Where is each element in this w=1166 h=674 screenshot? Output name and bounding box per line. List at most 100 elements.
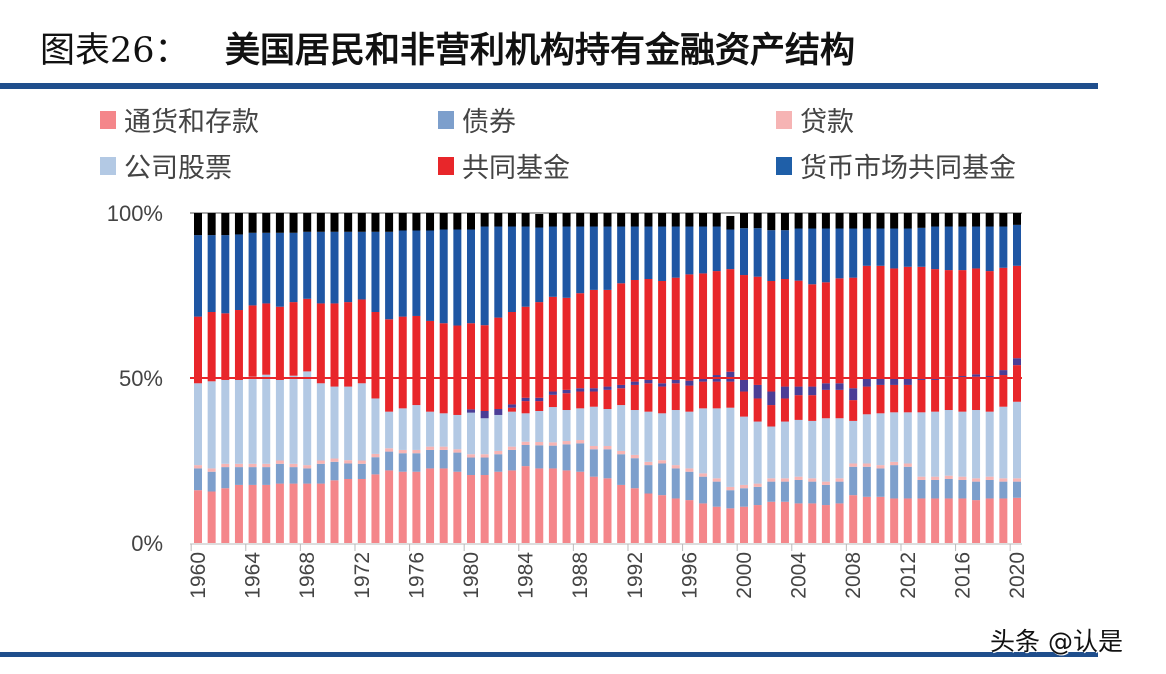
bar-segment-1971-s1 xyxy=(344,463,353,479)
bar-segment-2010-s4 xyxy=(876,384,885,414)
bar-segment-2014-s6 xyxy=(931,269,940,378)
bar-segment-1997-s7 xyxy=(699,226,708,274)
bar-segment-2019-s3 xyxy=(999,406,1008,479)
bar-segment-2001-s0 xyxy=(753,505,762,543)
bar-segment-2012-s8 xyxy=(903,213,912,229)
bar-segment-2012-s4 xyxy=(903,384,912,413)
bar-segment-1997-s8 xyxy=(699,213,708,227)
bar-segment-2012-s3 xyxy=(903,412,912,464)
bar-segment-2009-s5 xyxy=(862,377,871,387)
bar-segment-1983-s8 xyxy=(507,213,516,227)
bar-segment-2001-s4 xyxy=(753,398,762,422)
bar-segment-1988-s8 xyxy=(576,213,585,227)
bar-segment-2017-s8 xyxy=(972,213,981,227)
bar-segment-1976-s1 xyxy=(412,453,421,472)
bar-segment-1978-s0 xyxy=(439,468,448,543)
bar-segment-2015-s4 xyxy=(944,378,953,411)
bar-segment-2007-s5 xyxy=(835,383,844,390)
bar-segment-2006-s5 xyxy=(821,383,830,390)
bar-segment-1965-s0 xyxy=(262,484,271,543)
bar-segment-1976-s8 xyxy=(412,213,421,231)
bar-segment-2008-s2 xyxy=(849,463,858,467)
bar-segment-1967-s6 xyxy=(289,302,298,376)
bar-segment-1997-s1 xyxy=(699,476,708,504)
bar-segment-2009-s1 xyxy=(862,466,871,497)
bar-segment-1983-s6 xyxy=(507,312,516,405)
bar-segment-1993-s5 xyxy=(644,379,653,384)
bar-segment-1985-s8 xyxy=(535,213,544,228)
bar-segment-1994-s8 xyxy=(658,213,667,227)
bar-segment-2007-s1 xyxy=(835,481,844,504)
bar-segment-2015-s6 xyxy=(944,270,953,377)
bar-segment-2003-s2 xyxy=(780,478,789,482)
bar-segment-1967-s8 xyxy=(289,213,298,233)
bar-segment-2012-s5 xyxy=(903,378,912,385)
bar-segment-1976-s0 xyxy=(412,471,421,543)
bar-segment-2013-s7 xyxy=(917,227,926,267)
bar-segment-2020-s0 xyxy=(1013,497,1021,543)
bar-segment-1997-s4 xyxy=(699,381,708,409)
bar-segment-1990-s3 xyxy=(603,409,612,446)
bar-segment-2015-s7 xyxy=(944,226,953,271)
bar-segment-1991-s8 xyxy=(617,213,626,227)
bar-segment-1988-s1 xyxy=(576,443,585,472)
bar-segment-2002-s5 xyxy=(767,391,776,406)
x-tick-label: 1984 xyxy=(515,552,538,599)
bar-segment-1981-s0 xyxy=(480,475,489,543)
bar-segment-2002-s3 xyxy=(767,426,776,479)
bar-segment-2001-s2 xyxy=(753,483,762,487)
title-text: 美国居民和非营利机构持有金融资产结构 xyxy=(225,31,856,71)
watermark: 头条 @认是 xyxy=(990,627,1123,656)
bar-segment-1985-s0 xyxy=(535,468,544,543)
bar-segment-1966-s2 xyxy=(275,460,284,464)
x-tick-label: 2008 xyxy=(842,552,865,599)
bar-segment-1981-s1 xyxy=(480,457,489,476)
bar-segment-2007-s7 xyxy=(835,228,844,279)
bar-segment-1983-s3 xyxy=(507,411,516,447)
bar-segment-2006-s7 xyxy=(821,228,830,283)
bar-segment-1998-s6 xyxy=(712,271,721,376)
bar-segment-1998-s0 xyxy=(712,506,721,543)
x-tick-label: 1988 xyxy=(569,552,592,599)
legend-swatch xyxy=(776,156,792,175)
bar-segment-1963-s3 xyxy=(234,379,243,464)
bar-segment-1970-s3 xyxy=(330,386,339,459)
bar-segment-1993-s6 xyxy=(644,279,653,380)
bar-segment-1970-s1 xyxy=(330,461,339,481)
bar-segment-1964-s8 xyxy=(248,213,257,233)
bar-segment-1973-s8 xyxy=(371,213,380,232)
bar-segment-1966-s8 xyxy=(275,213,284,233)
bar-segment-1995-s2 xyxy=(671,465,680,469)
bar-segment-2011-s5 xyxy=(890,378,899,385)
bar-segment-2007-s0 xyxy=(835,503,844,543)
bar-segment-2000-s4 xyxy=(740,391,748,417)
bar-segment-1960-s6 xyxy=(194,316,202,384)
bar-segment-2008-s8 xyxy=(849,213,858,229)
bar-segment-2020-s2 xyxy=(1013,478,1021,482)
bar-segment-1978-s7 xyxy=(439,229,448,324)
bar-segment-1986-s8 xyxy=(548,213,557,227)
bar-segment-1977-s6 xyxy=(426,320,435,412)
bar-segment-1972-s8 xyxy=(357,213,366,232)
bar-segment-2013-s0 xyxy=(917,498,926,543)
bar-segment-1960-s3 xyxy=(194,383,202,466)
bar-segment-2005-s7 xyxy=(808,228,817,285)
bar-segment-1961-s2 xyxy=(207,468,216,472)
bar-segment-2010-s1 xyxy=(876,468,885,497)
bar-segment-2005-s8 xyxy=(808,213,817,229)
bar-segment-1989-s6 xyxy=(589,289,598,389)
bar-segment-1983-s2 xyxy=(507,446,516,450)
bar-segment-1965-s2 xyxy=(262,463,271,468)
bar-segment-1974-s1 xyxy=(385,451,394,471)
x-tick-label: 1980 xyxy=(460,552,483,599)
bar-segment-2018-s2 xyxy=(985,476,994,480)
bar-segment-1962-s0 xyxy=(221,488,230,543)
bar-segment-1979-s3 xyxy=(453,414,462,450)
bar-segment-1968-s6 xyxy=(303,298,312,372)
bar-segment-2004-s7 xyxy=(794,228,803,281)
bar-segment-1978-s1 xyxy=(439,449,448,469)
bar-segment-1977-s2 xyxy=(426,446,435,450)
bar-segment-1997-s2 xyxy=(699,473,708,477)
bar-segment-1984-s0 xyxy=(521,466,530,543)
bar-segment-1974-s6 xyxy=(385,319,394,412)
